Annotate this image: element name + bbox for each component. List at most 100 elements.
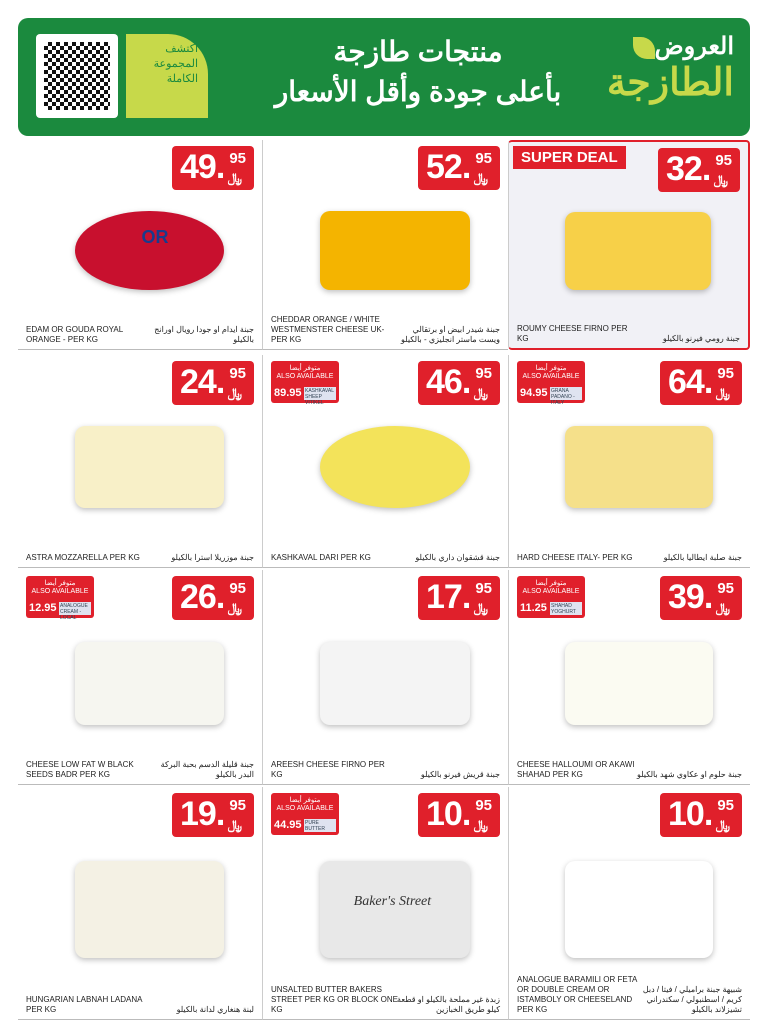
- also-product-tag: GRANA PADANO - ITALY: [550, 387, 582, 406]
- product-card[interactable]: 17. 95 ﷼ AREESH CHEESE FIRNO PER KG جبنة قري…: [262, 570, 508, 785]
- also-product-tag: ANALOGUE CREAM - LOCAL: [59, 602, 91, 621]
- price-decimal: 95: [475, 580, 492, 597]
- product-image: [67, 410, 233, 519]
- currency-icon: ﷼: [473, 817, 488, 832]
- currency-icon: ﷼: [473, 600, 488, 615]
- also-price: 12.95: [29, 602, 57, 614]
- also-product-tag: PURE BUTTER: [304, 819, 336, 832]
- price-integer: 24.: [180, 363, 225, 401]
- product-name-en: CHEDDAR ORANGE / WHITE WESTMENSTER CHEES…: [271, 315, 385, 344]
- currency-icon: ﷼: [227, 817, 242, 832]
- also-available-en: ALSO AVAILABLE: [31, 588, 89, 595]
- price-tag: 52. 95 ﷼: [418, 146, 500, 190]
- product-card[interactable]: 26. 95 ﷼ متوفر أيضا ALSO AVAILABLE 12.95 ANALO…: [18, 570, 262, 785]
- product-name-en: HUNGARIAN LABNAH LADANA PER KG: [26, 995, 143, 1014]
- product-card[interactable]: 39. 95 ﷼ متوفر أيضا ALSO AVAILABLE 11.25 SHAHA…: [508, 570, 750, 785]
- also-price: 11.25: [520, 602, 547, 614]
- price-tag: 10. 95 ﷼: [660, 793, 742, 837]
- also-available-en: ALSO AVAILABLE: [276, 805, 334, 812]
- product-name-en: CHEESE LOW FAT W BLACK SEEDS BADR PER KG: [26, 760, 134, 779]
- product-image: OR: [67, 195, 233, 301]
- qr-code[interactable]: [36, 34, 118, 118]
- discover-collection-label: اكتشف المجموعة الكاملة: [126, 34, 208, 118]
- also-available-badge: متوفر أيضا ALSO AVAILABLE 89.95 KASHKAVAL S…: [271, 361, 339, 406]
- product-card[interactable]: 10. 95 ﷼ متوفر أيضا ALSO AVAILABLE 44.95 PURE …: [262, 787, 508, 1020]
- price-tag: 26. 95 ﷼: [172, 576, 254, 620]
- product-name-ar: جبنة شيدر ابيض او برتقالي ويست ماستر انج…: [401, 325, 500, 344]
- product-name-en: KASHKAVAL DARI PER KG: [271, 553, 371, 562]
- product-name-ar: جبنة صلبة ايطاليا بالكيلو: [663, 553, 742, 562]
- product-name-en: ASTRA MOZZARELLA PER KG: [26, 553, 140, 562]
- price-integer: 32.: [666, 150, 711, 188]
- price-integer: 52.: [426, 148, 471, 186]
- price-integer: 10.: [668, 795, 713, 833]
- currency-icon: ﷼: [227, 600, 242, 615]
- currency-icon: ﷼: [715, 600, 730, 615]
- product-name-en: AREESH CHEESE FIRNO PER KG: [271, 760, 385, 779]
- brand-line-2: الطازجة: [606, 62, 734, 104]
- product-card[interactable]: 52. 95 ﷼ CHEDDAR ORANGE / WHITE WESTMENSTER…: [262, 140, 508, 350]
- price-decimal: 95: [229, 365, 246, 382]
- product-name-ar: جبنة ايدام او جودا رويال اورانج بالكيلو: [154, 325, 254, 344]
- also-available-en: ALSO AVAILABLE: [276, 373, 334, 380]
- price-decimal: 95: [715, 152, 732, 169]
- price-decimal: 95: [475, 797, 492, 814]
- product-image: Baker's Street: [312, 842, 479, 971]
- also-available-ar: متوفر أيضا: [535, 365, 567, 372]
- price-decimal: 95: [229, 797, 246, 814]
- or-label: OR: [141, 226, 169, 247]
- also-available-ar: متوفر أيضا: [44, 580, 76, 587]
- price-tag: 32. 95 ﷼: [658, 148, 740, 192]
- product-card[interactable]: 10. 95 ﷼ ANALOGUE BARAMILI OR FETA OR DOUBL…: [508, 787, 750, 1020]
- also-available-ar: متوفر أيضا: [289, 365, 321, 372]
- also-available-badge: متوفر أيضا ALSO AVAILABLE 44.95 PURE BUTTER: [271, 793, 339, 835]
- product-name-en: ROUMY CHEESE FIRNO PER KG: [517, 324, 628, 343]
- product-name-en: ANALOGUE BARAMILI OR FETA OR DOUBLE CREA…: [517, 975, 637, 1014]
- product-card[interactable]: 64. 95 ﷼ متوفر أيضا ALSO AVAILABLE 94.95 GRANA…: [508, 355, 750, 568]
- currency-icon: ﷼: [473, 170, 488, 185]
- package-brand-label: Baker's Street: [353, 893, 432, 909]
- product-card[interactable]: 49. 95 ﷼ OR EDAM OR GOUDA ROYAL ORANGE - PER…: [18, 140, 262, 350]
- price-decimal: 95: [717, 365, 734, 382]
- brand-line-1: العروض: [654, 33, 734, 60]
- also-available-badge: متوفر أيضا ALSO AVAILABLE 94.95 GRANA PADAN…: [517, 361, 585, 406]
- currency-icon: ﷼: [713, 172, 728, 187]
- also-product-tag: KASHKAVAL SHEEP VITIKEL: [304, 387, 336, 406]
- also-available-ar: متوفر أيضا: [289, 797, 321, 804]
- price-decimal: 95: [229, 150, 246, 167]
- price-integer: 64.: [668, 363, 713, 401]
- price-integer: 10.: [426, 795, 471, 833]
- product-name-en: CHEESE HALLOUMI OR AKAWI SHAHAD PER KG: [517, 760, 635, 779]
- price-decimal: 95: [475, 150, 492, 167]
- product-card[interactable]: SUPER DEAL 32. 95 ﷼ ROUMY CHEESE FIRNO PER K…: [508, 140, 750, 350]
- headline: منتجات طازجة بأعلى جودة وأقل الأسعار: [238, 32, 598, 112]
- product-name-ar: جبنة قريش فيرنو بالكيلو: [420, 770, 500, 779]
- also-product-tag: SHAHAD YOGHURT: [550, 602, 582, 615]
- product-card[interactable]: 46. 95 ﷼ متوفر أيضا ALSO AVAILABLE 89.95 KASHK…: [262, 355, 508, 568]
- price-decimal: 95: [229, 580, 246, 597]
- price-tag: 39. 95 ﷼: [660, 576, 742, 620]
- product-name-en: HARD CHEESE ITALY- PER KG: [517, 553, 633, 562]
- product-name-en: EDAM OR GOUDA ROYAL ORANGE - PER KG: [26, 325, 123, 344]
- headline-line-1: منتجات طازجة: [333, 36, 503, 67]
- product-card[interactable]: 24. 95 ﷼ ASTRA MOZZARELLA PER KG جبنة موزريل…: [18, 355, 262, 568]
- leaf-icon: [632, 36, 655, 59]
- currency-icon: ﷼: [715, 817, 730, 832]
- price-tag: 64. 95 ﷼: [660, 361, 742, 405]
- price-tag: 10. 95 ﷼: [418, 793, 500, 837]
- price-tag: 17. 95 ﷼: [418, 576, 500, 620]
- price-integer: 19.: [180, 795, 225, 833]
- price-integer: 17.: [426, 578, 471, 616]
- product-name-ar: جبنة موزريلا استرا بالكيلو: [171, 553, 254, 562]
- product-card[interactable]: 19. 95 ﷼ HUNGARIAN LABNAH LADANA PER KG لبنة…: [18, 787, 262, 1020]
- product-name-ar: جبنة قشقوان داري بالكيلو: [415, 553, 500, 562]
- currency-icon: ﷼: [227, 385, 242, 400]
- product-image: [557, 410, 721, 519]
- super-deal-badge: SUPER DEAL: [513, 146, 626, 169]
- product-name-ar: زبدة غير مملحة بالكيلو او قطعة كيلو طريق…: [397, 995, 500, 1014]
- price-tag: 46. 95 ﷼: [418, 361, 500, 405]
- price-integer: 46.: [426, 363, 471, 401]
- product-image: [557, 625, 721, 736]
- price-decimal: 95: [475, 365, 492, 382]
- also-price: 44.95: [274, 819, 302, 831]
